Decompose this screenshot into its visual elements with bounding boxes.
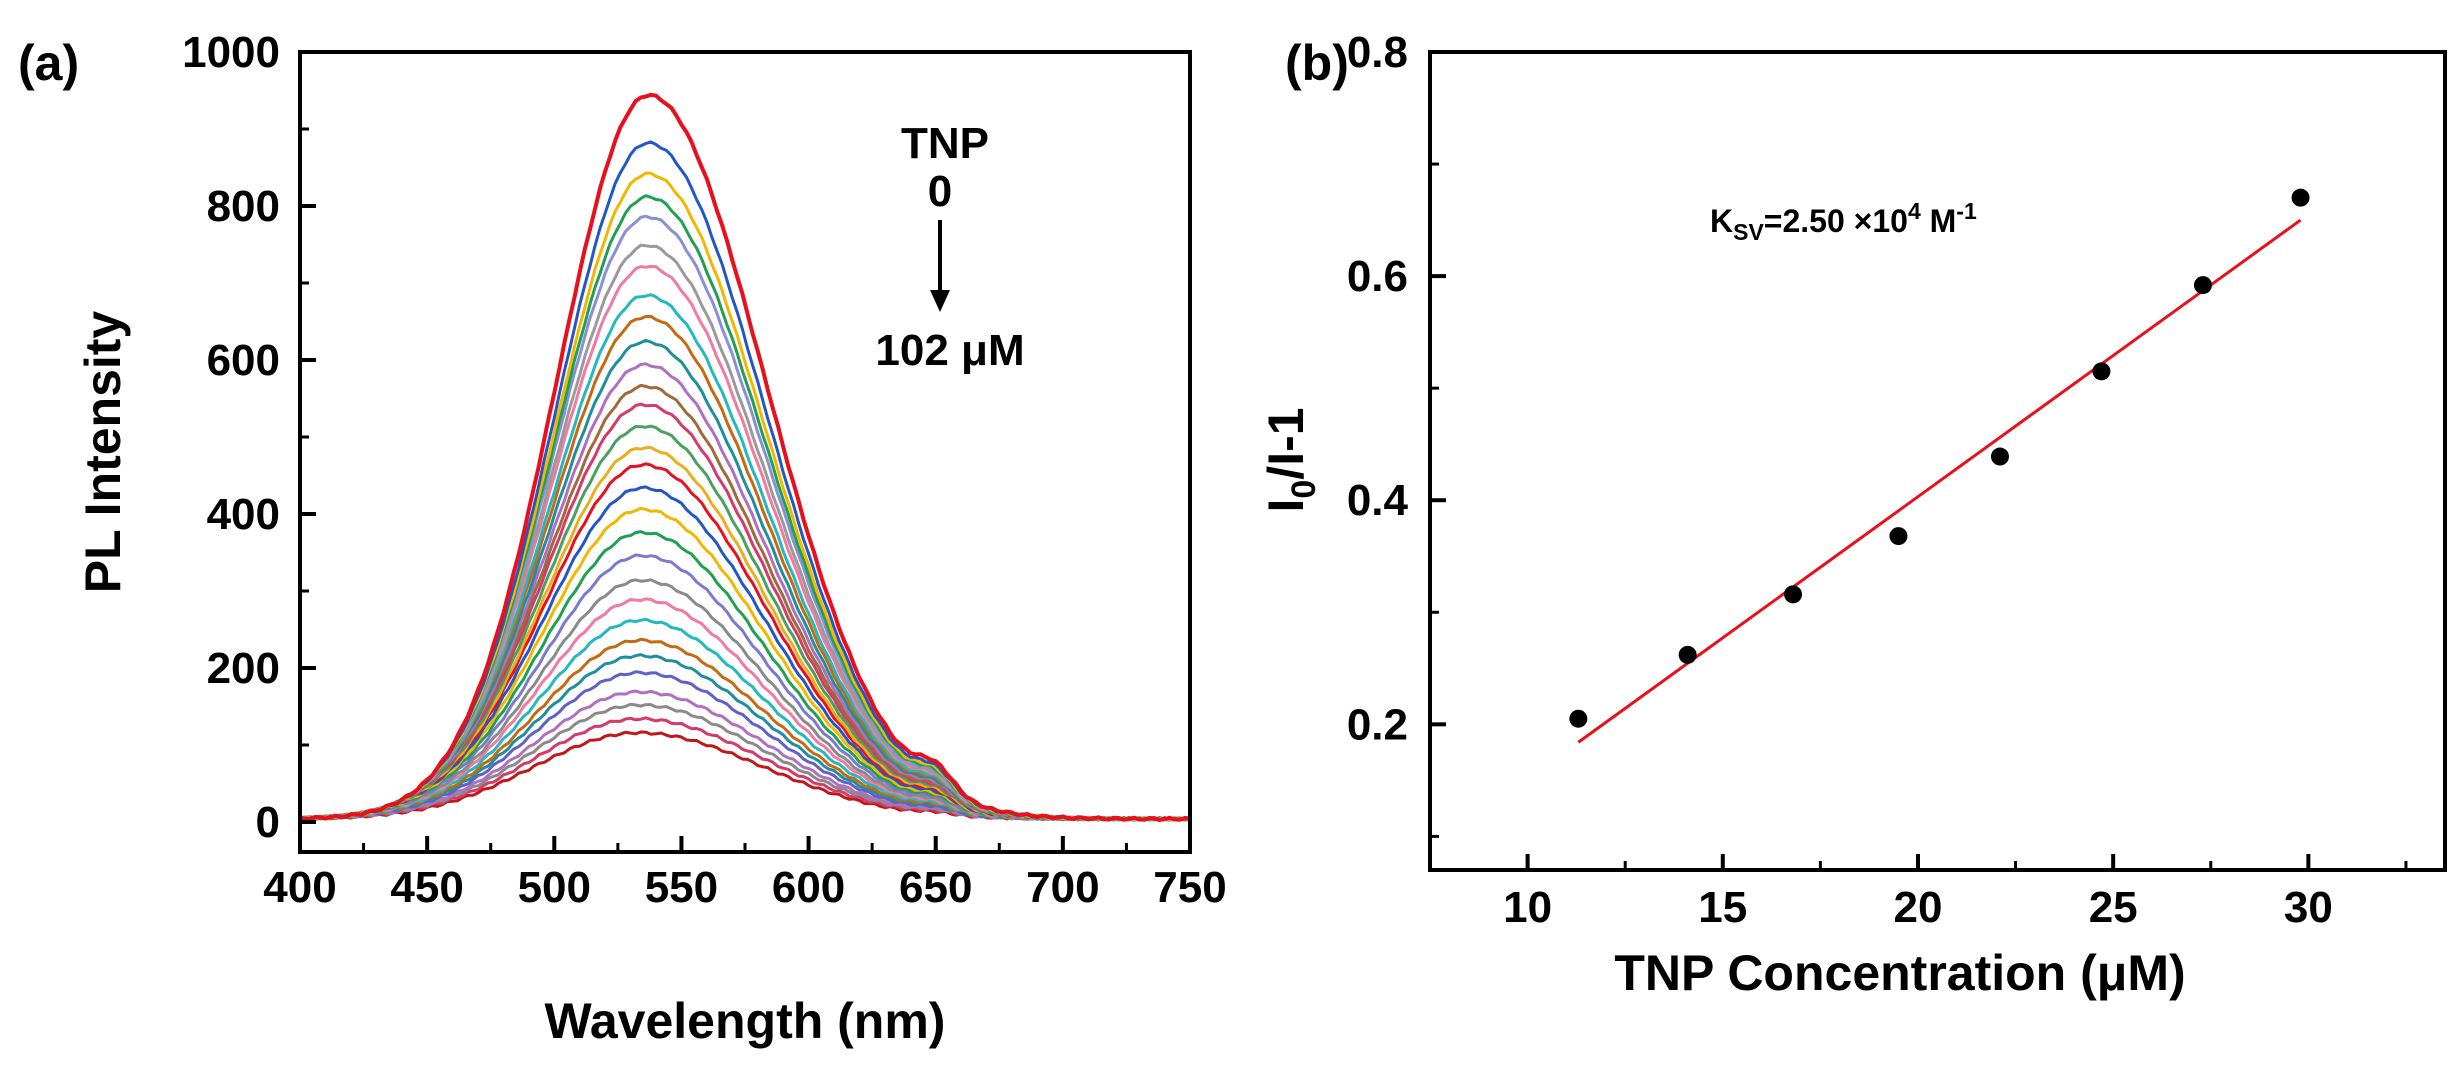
data-point: [1784, 585, 1803, 604]
x-tick-label: 15: [1698, 883, 1747, 932]
panel-a-label: (a): [18, 35, 79, 91]
panel-a-x-axis: 400 450 500 550 600 650 700 750: [263, 836, 1227, 912]
y-tick-label: 200: [207, 644, 280, 693]
x-tick-label: 600: [772, 863, 845, 912]
tnp-start-label: 0: [928, 167, 952, 216]
y-tick-label: 0.8: [1347, 28, 1408, 77]
panel-a: (a) 400 450 500 550 600 650 700 750 0 200 400 600 8…: [18, 28, 1227, 1049]
y-tick-label: 600: [207, 336, 280, 385]
x-tick-label: 10: [1503, 883, 1552, 932]
y-tick-label: 0: [256, 798, 280, 847]
x-tick-label: 650: [899, 863, 972, 912]
x-tick-label: 700: [1026, 863, 1099, 912]
data-points: [1569, 188, 2310, 728]
x-tick-label: 30: [2284, 883, 2333, 932]
data-point: [1678, 645, 1697, 664]
y-tick-label: 0.4: [1347, 476, 1409, 525]
spectra-group: [299, 92, 1191, 822]
y-tick-label: 0.2: [1347, 700, 1408, 749]
x-tick-label: 25: [2089, 883, 2138, 932]
panel-b-x-label: TNP Concentration (μM): [1614, 945, 2185, 1001]
panel-a-x-label: Wavelength (nm): [545, 993, 946, 1049]
data-point: [1569, 709, 1588, 728]
tnp-label: TNP: [901, 119, 989, 168]
data-point: [1889, 527, 1908, 546]
spectrum-line: [299, 92, 1191, 822]
panel-b: (b) 10 15 20 25 30 0.2 0.4 0.6 0.8 TNP Concentr…: [1258, 28, 2447, 1001]
data-point: [2193, 276, 2212, 295]
tnp-end-label: 102 μM: [875, 326, 1024, 375]
x-tick-label: 550: [645, 863, 718, 912]
fit-line: [1577, 218, 2302, 744]
y-tick-label: 800: [207, 182, 280, 231]
spectrum-line: [299, 462, 1191, 822]
x-tick-label: 500: [518, 863, 591, 912]
panel-a-y-axis: 0 200 400 600 800 1000: [182, 28, 316, 847]
x-tick-label: 20: [1894, 883, 1943, 932]
panel-b-y-label: I0/I-1: [1258, 407, 1323, 512]
y-tick-label: 400: [207, 490, 280, 539]
panel-a-y-label: PL Intensity: [75, 311, 131, 594]
y-tick-label: 0.6: [1347, 252, 1408, 301]
panel-b-x-axis: 10 15 20 25 30: [1428, 854, 2408, 932]
y-tick-label: 1000: [182, 28, 280, 77]
panel-b-y-axis: 0.2 0.4 0.6 0.8: [1347, 28, 1446, 838]
x-tick-label: 450: [390, 863, 463, 912]
x-tick-label: 750: [1153, 863, 1226, 912]
data-point: [2291, 188, 2310, 207]
data-point: [2092, 362, 2111, 381]
ksv-annotation: KSV=2.50 ×104 M-1: [1710, 198, 1977, 245]
tnp-arrow-head: [930, 290, 950, 312]
x-tick-label: 400: [263, 863, 336, 912]
spectrum-line: [299, 194, 1191, 822]
data-point: [1990, 447, 2009, 466]
spectrum-line: [299, 243, 1191, 822]
panel-b-label: (b): [1285, 35, 1349, 91]
spectrum-line: [299, 716, 1191, 822]
panel-b-frame: [1428, 50, 2447, 872]
